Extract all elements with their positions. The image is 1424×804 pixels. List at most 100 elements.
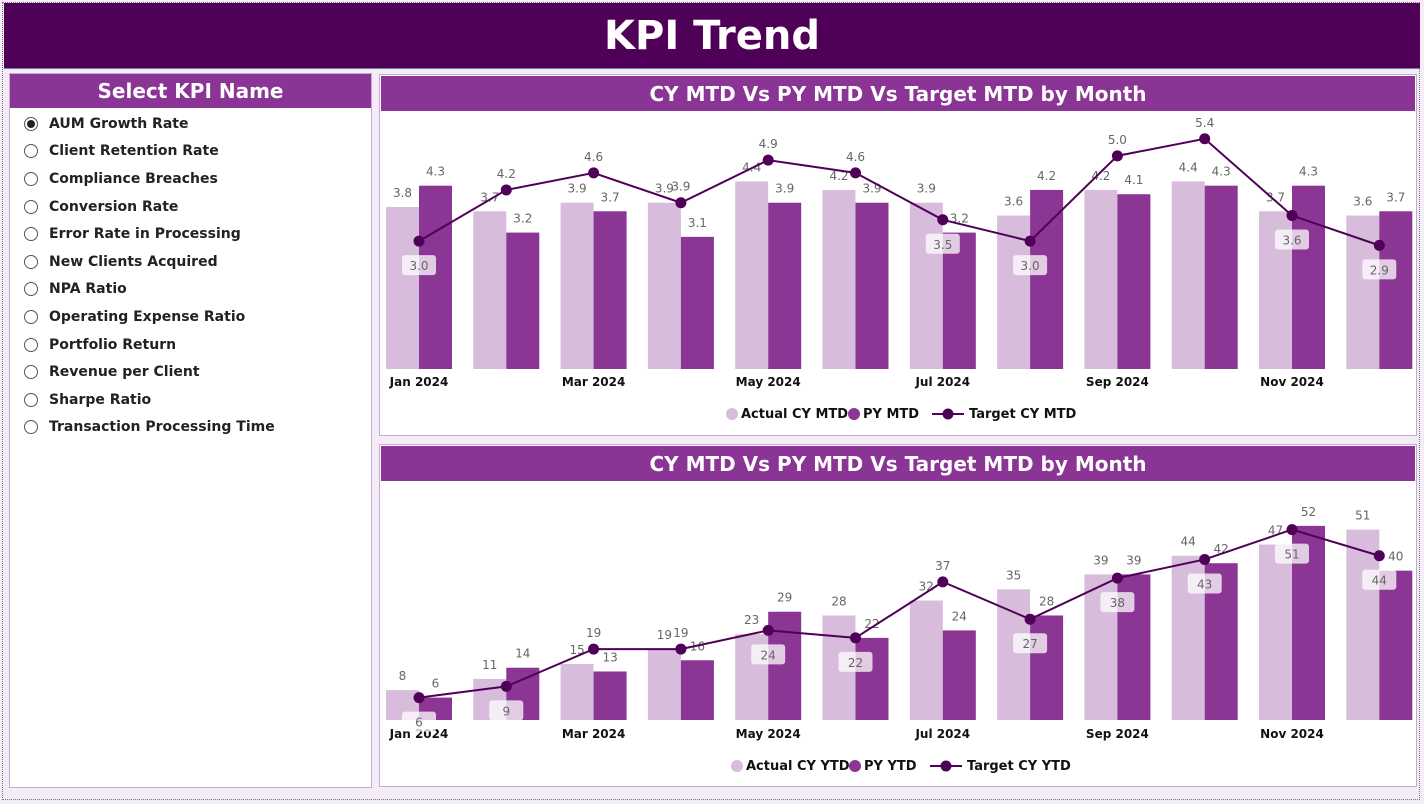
radio-button[interactable] [24,116,38,131]
data-label-target: 44 [1372,574,1387,588]
radio-button[interactable] [24,199,38,214]
kpi-option-label: Revenue per Client [49,364,200,381]
kpi-option[interactable]: Client Retention Rate [10,138,371,166]
data-label-py: 4.2 [1037,169,1056,183]
radio-button[interactable] [24,227,38,242]
bar-py [1030,615,1064,720]
radio-button[interactable] [24,392,38,407]
data-label-actual: 3.6 [1353,195,1372,209]
target-point [1373,550,1385,562]
data-label-target: 51 [1284,548,1299,562]
target-point [675,643,687,655]
target-point [1024,235,1036,247]
data-label-box [838,651,873,672]
data-label-py: 24 [952,609,967,623]
radio-button[interactable] [24,309,38,324]
data-label-py: 52 [1301,505,1316,519]
bar-actual [735,181,769,369]
data-label-target: 3.0 [1021,259,1040,273]
legend-target-icon [942,408,954,420]
bar-py [855,202,889,369]
ytd-chart-panel: CY MTD Vs PY MTD Vs Target MTD by Month … [379,444,1417,787]
target-point [850,632,861,644]
kpi-option[interactable]: Sharpe Ratio [10,386,371,414]
data-label-actual: 39 [1093,553,1108,567]
data-label-actual: 19 [657,628,672,642]
kpi-option[interactable]: New Clients Acquired [10,248,371,276]
radio-button[interactable] [24,171,38,186]
bar-py [506,232,540,369]
data-label-target: 4.9 [759,137,778,151]
bar-py [680,236,714,369]
kpi-option[interactable]: Revenue per Client [10,358,371,386]
kpi-option-label: Portfolio Return [49,336,177,353]
radio-button[interactable] [24,420,38,435]
data-label-actual: 4.2 [829,169,848,183]
data-label-actual: 3.6 [1004,195,1023,209]
x-tick-label: Mar 2024 [562,375,626,389]
radio-button[interactable] [24,365,38,380]
x-tick-label: Jul 2024 [914,375,970,389]
kpi-option-label: AUM Growth Rate [49,115,189,132]
kpi-option[interactable]: Operating Expense Ratio [10,303,371,331]
bar-actual [1084,189,1118,369]
kpi-option-label: Compliance Breaches [49,170,218,187]
bar-actual [909,600,943,720]
bar-py [768,611,802,720]
kpi-option[interactable]: AUM Growth Rate [10,110,371,138]
bar-py [942,630,976,720]
chart-title: CY MTD Vs PY MTD Vs Target MTD by Month [381,446,1415,481]
kpi-option[interactable]: Conversion Rate [10,193,371,221]
kpi-option[interactable]: Transaction Processing Time [10,414,371,442]
radio-button[interactable] [24,144,38,159]
target-line [418,137,1380,247]
data-label-box [1013,633,1048,654]
data-label-box [1275,543,1309,564]
bar-py [593,671,627,720]
kpi-option[interactable]: Compliance Breaches [10,165,371,193]
target-point [588,643,600,655]
data-label-py: 40 [1388,550,1403,564]
bar-py [680,660,714,720]
radio-button[interactable] [24,337,38,352]
kpi-option[interactable]: Error Rate in Processing [10,220,371,248]
target-point [1373,239,1385,251]
kpi-option[interactable]: NPA Ratio [10,276,371,304]
data-label-target: 4.2 [497,167,516,181]
radio-button[interactable] [24,282,38,297]
bar-actual [386,207,419,369]
data-label-py: 14 [515,647,530,661]
target-point [1286,210,1298,222]
data-label-actual: 3.9 [917,182,936,196]
target-point [413,692,425,704]
target-point [1199,133,1211,145]
data-label-py: 3.9 [862,182,881,196]
data-label-box [925,233,960,254]
data-label-actual: 4.2 [1091,169,1110,183]
data-label-py: 4.3 [426,165,445,179]
chart-title: CY MTD Vs PY MTD Vs Target MTD by Month [381,76,1415,111]
kpi-option-label: Error Rate in Processing [49,226,241,243]
kpi-option[interactable]: Portfolio Return [10,331,371,359]
data-label-target: 9 [502,704,510,718]
data-label-py: 3.1 [688,216,707,230]
data-label-box [489,700,524,721]
slicer-title: Select KPI Name [10,74,371,108]
bar-py [419,185,452,369]
kpi-option-label: New Clients Acquired [49,253,218,270]
data-label-box [1187,573,1222,594]
x-tick-label: Sep 2024 [1086,727,1149,741]
legend-actual: Actual CY YTD [746,759,850,774]
data-label-py: 3.7 [1386,190,1405,204]
bar-actual [560,664,594,720]
bar-actual [1171,181,1205,369]
bar-py [1204,185,1238,369]
data-label-target: 4.6 [584,150,603,164]
radio-button[interactable] [24,254,38,269]
target-point [1199,553,1211,565]
data-label-target: 2.9 [1370,263,1389,277]
target-point [675,197,687,209]
kpi-option-label: Transaction Processing Time [49,419,275,436]
